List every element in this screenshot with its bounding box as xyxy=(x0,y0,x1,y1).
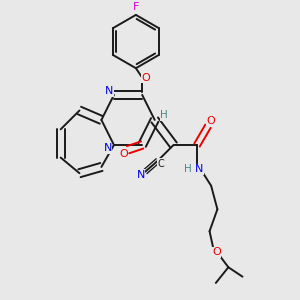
Text: N: N xyxy=(195,164,203,174)
Text: O: O xyxy=(212,247,221,257)
Text: C: C xyxy=(158,159,164,169)
Text: H: H xyxy=(160,110,168,120)
Text: N: N xyxy=(105,86,113,96)
Text: O: O xyxy=(119,149,128,159)
Text: N: N xyxy=(136,170,145,180)
Text: O: O xyxy=(142,73,150,82)
Text: O: O xyxy=(207,116,215,127)
Text: N: N xyxy=(103,143,112,153)
Text: H: H xyxy=(184,164,192,173)
Text: F: F xyxy=(133,2,139,12)
